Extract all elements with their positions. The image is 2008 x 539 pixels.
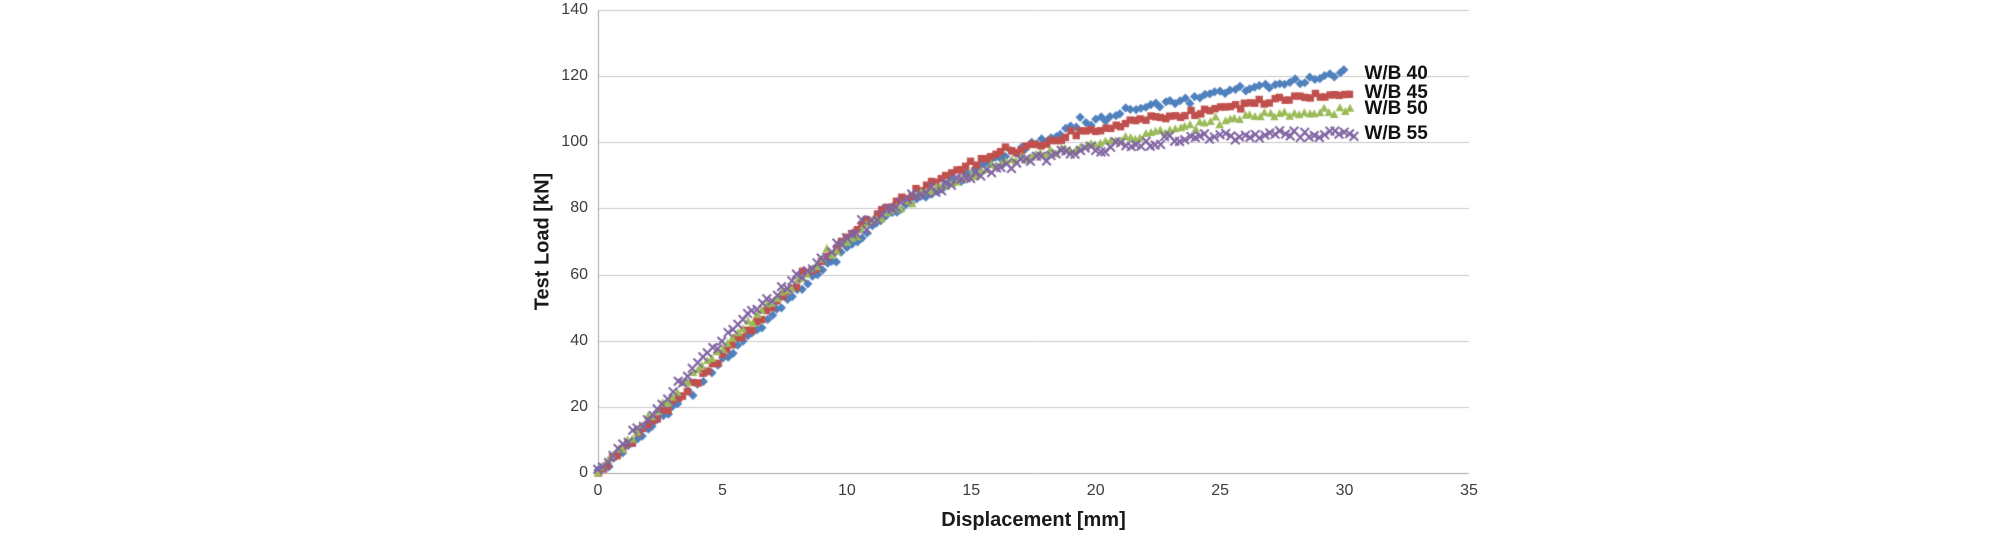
x-tick-label: 20 xyxy=(1086,482,1105,499)
y-tick-label: 0 xyxy=(579,464,588,481)
x-axis-title: Displacement [mm] xyxy=(941,509,1126,531)
series-label-wb40: W/B 40 xyxy=(1364,63,1428,85)
x-tick-label: 15 xyxy=(962,482,981,499)
x-tick-label: 10 xyxy=(837,482,856,499)
y-tick-label: 20 xyxy=(570,397,588,415)
x-tick-label: 35 xyxy=(1460,482,1478,499)
y-tick-label: 120 xyxy=(561,67,588,85)
series-label-wb55: W/B 55 xyxy=(1364,123,1428,145)
x-tick-label: 5 xyxy=(717,482,727,499)
x-tick-label: 0 xyxy=(593,482,603,499)
y-tick-label: 60 xyxy=(570,265,588,283)
y-tick-label: 80 xyxy=(570,199,588,217)
x-tick-label: 25 xyxy=(1211,482,1230,499)
y-tick-label: 40 xyxy=(570,331,588,349)
y-tick-label: 140 xyxy=(561,1,588,18)
x-tick-label: 30 xyxy=(1335,482,1354,499)
series-label-wb50: W/B 50 xyxy=(1364,98,1428,120)
series-label-wb45: W/B 45 xyxy=(1364,81,1428,103)
y-tick-label: 100 xyxy=(561,133,588,151)
